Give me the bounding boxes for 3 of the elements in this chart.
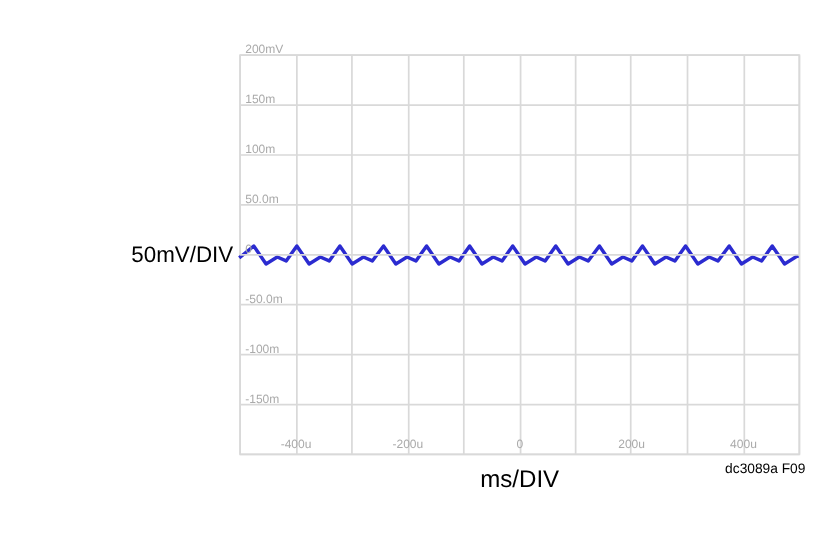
- line-series: [237, 244, 801, 266]
- y-axis-title: 50mV/DIV: [131, 243, 235, 268]
- x-axis-title: ms/DIV: [480, 465, 560, 494]
